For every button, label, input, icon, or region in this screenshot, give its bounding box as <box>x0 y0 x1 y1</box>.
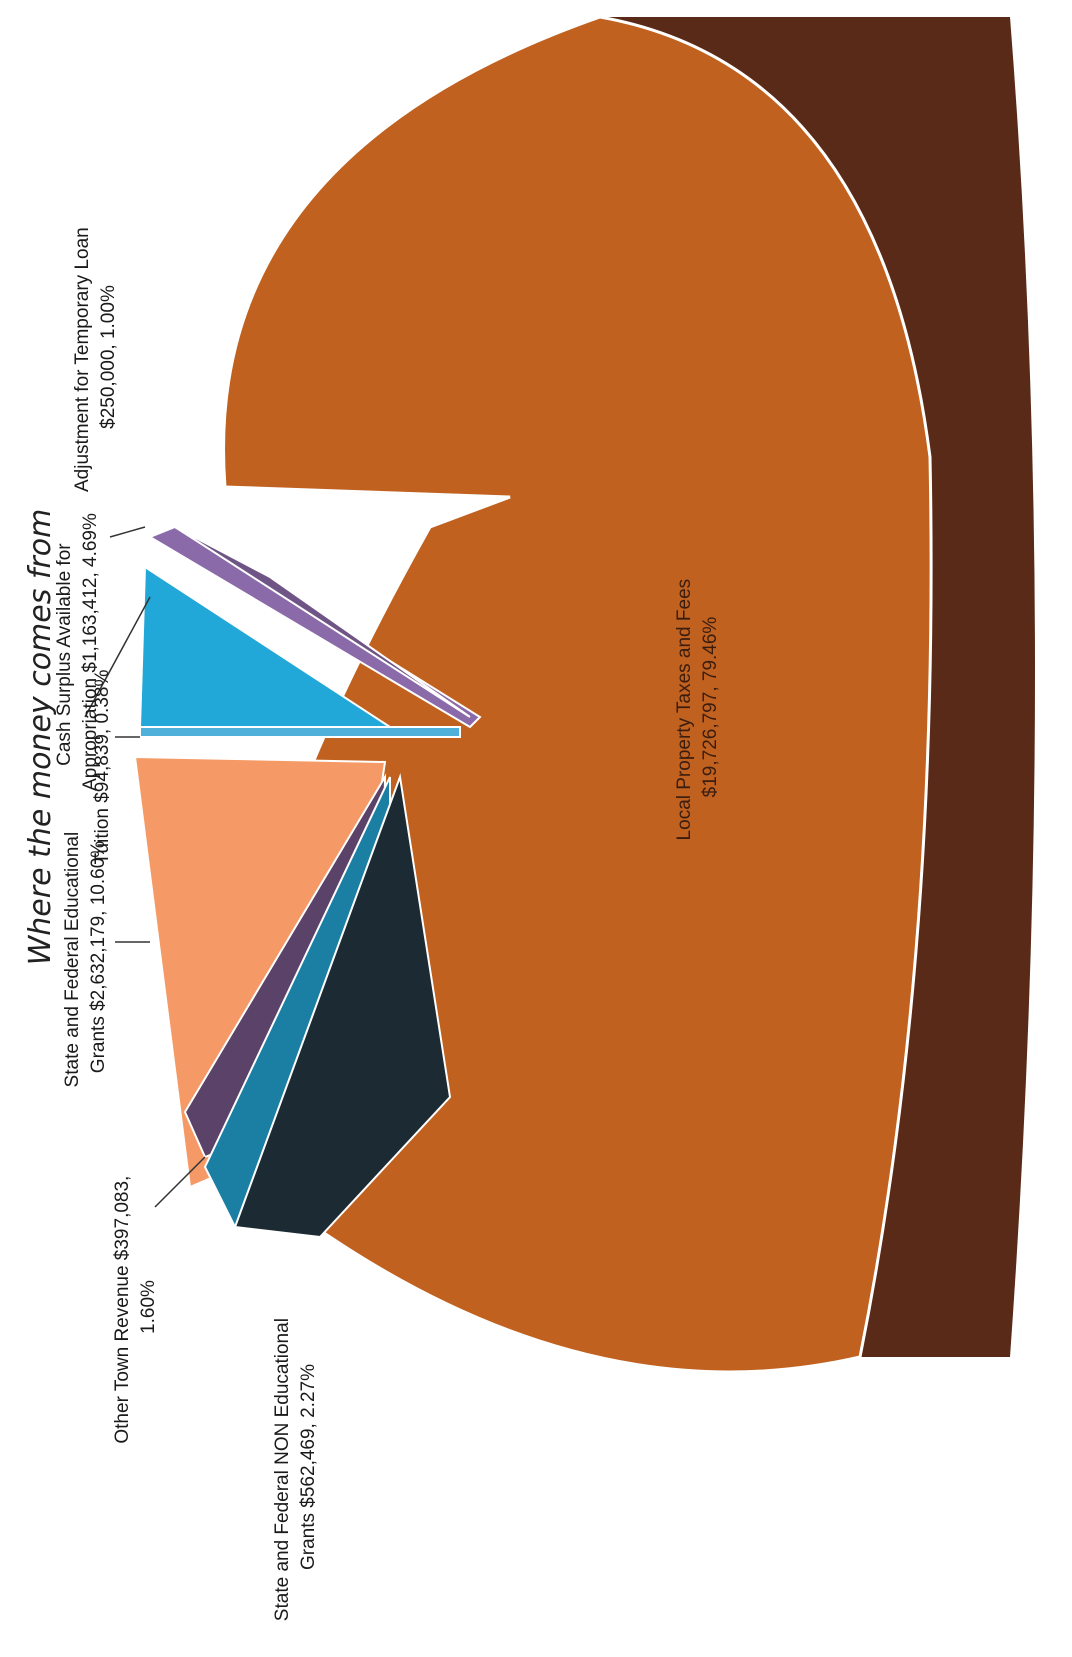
slice-state-fed-non-edu <box>233 773 452 1239</box>
label-local-property-line-2: $19,726,797, 79.46% <box>700 617 721 798</box>
chart-title: Where the money comes from <box>23 509 58 966</box>
label-local-property: Local Property Taxes and Fees $19,726,79… <box>674 574 721 841</box>
label-state-fed-non-edu: State and Federal NON Educational Grants… <box>272 1313 319 1621</box>
label-adjustment-line-1: Adjustment for Temporary Loan <box>72 227 93 492</box>
label-adjustment: Adjustment for Temporary Loan $250,000, … <box>72 222 119 492</box>
slice-cash-surplus <box>174 526 471 718</box>
label-other-town-line-2: 1.60% <box>138 1280 159 1334</box>
label-state-fed-edu-line-2: Grants $2,632,179, 10.60% <box>88 841 109 1073</box>
label-other-town-line-1: Other Town Revenue $397,083, <box>112 1176 133 1444</box>
label-state-fed-edu-line-1: State and Federal Educational <box>62 832 83 1088</box>
label-state-fed-non-edu-line-1: State and Federal NON Educational <box>272 1318 293 1621</box>
label-other-town: Other Town Revenue $397,083, 1.60% <box>112 1170 159 1443</box>
label-local-property-line-1: Local Property Taxes and Fees <box>674 579 695 841</box>
label-cash-surplus-line-2: Appropriation $1,163,412, 4.69% <box>80 513 101 791</box>
label-state-fed-edu: State and Federal Educational Grants $2,… <box>62 827 109 1088</box>
label-tuition-line-1: Tuition $94,839, 0.38% <box>92 670 113 865</box>
label-tuition: Tuition $94,839, 0.38% <box>92 670 113 865</box>
label-cash-surplus-line-1: Cash Surplus Available for <box>54 543 75 766</box>
label-cash-surplus: Cash Surplus Available for Appropriation… <box>54 513 101 791</box>
slice-adjustment <box>147 525 482 729</box>
slice-labels: Adjustment for Temporary Loan $250,000, … <box>54 222 721 1621</box>
leader-adjustment <box>109 526 146 538</box>
slice-tuition-sliver <box>139 726 461 738</box>
leader-other-town <box>154 1156 206 1208</box>
leader-cash-surplus <box>84 596 151 718</box>
label-adjustment-line-2: $250,000, 1.00% <box>98 285 119 429</box>
label-state-fed-non-edu-line-2: Grants $562,469, 2.27% <box>298 1364 319 1570</box>
leader-lines <box>84 526 206 1208</box>
